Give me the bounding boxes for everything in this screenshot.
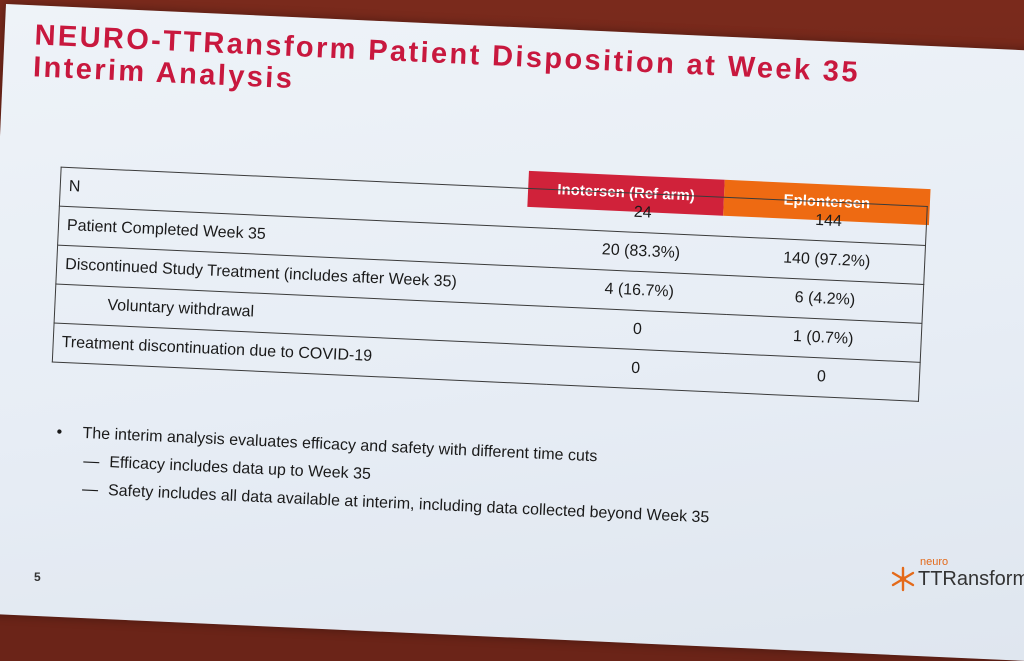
notes-list: • The interim analysis evaluates efficacy… [53,419,712,533]
bullet-icon: • [56,423,63,441]
logo-burst-icon [891,566,915,592]
cell-value: 0 [546,345,725,393]
slide-title: NEURO-TTRansform Patient Disposition at … [32,19,860,120]
cell-value: 0 [723,353,921,402]
neuro-ttransform-logo: neuro TTRansform [890,548,1024,594]
page-number: 5 [34,570,41,584]
dash-icon: — [81,480,99,499]
logo-small-text: neuro [920,556,949,568]
disposition-table: N 24 144 Patient Completed Week 35 20 (8… [52,167,928,402]
dash-icon: — [82,452,100,471]
logo-big-text: TTRansform [918,568,1024,590]
presentation-slide: NEURO-TTRansform Patient Disposition at … [0,4,1024,661]
